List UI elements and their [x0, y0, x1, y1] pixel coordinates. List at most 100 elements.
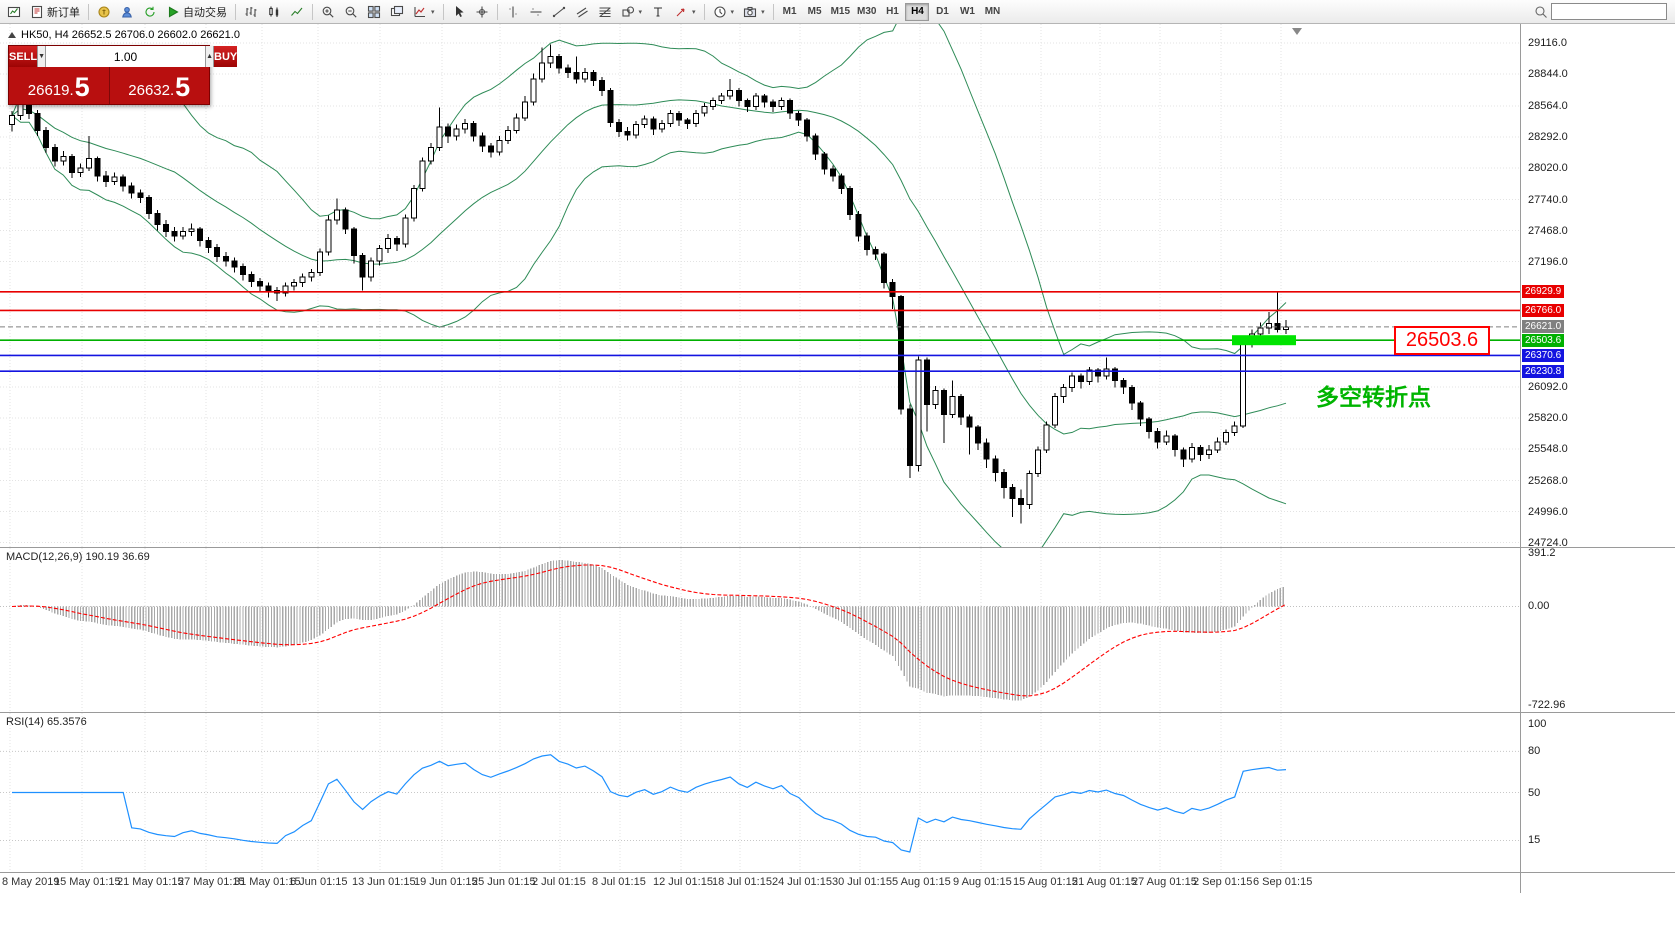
- price-lines-layer[interactable]: [0, 290, 1520, 373]
- price-axis-label: 27740.0: [1528, 194, 1568, 206]
- price-axis-label: 25268.0: [1528, 475, 1568, 487]
- one-click-trading-panel: SELL ▼ ▲ BUY 26619. 5 26632. 5: [8, 45, 238, 105]
- macd-panel-divider[interactable]: [0, 547, 1675, 548]
- timeframe-h4[interactable]: H4: [905, 2, 930, 21]
- indicators-icon[interactable]: ▾: [409, 2, 439, 22]
- sell-price-main: 26619.: [27, 82, 74, 99]
- price-axis-label: 27468.0: [1528, 225, 1568, 237]
- time-axis-label: 31 May 01:15: [234, 876, 301, 888]
- price-divider: [108, 67, 110, 104]
- rsi-line: [12, 754, 1287, 853]
- crosshair-glyph: [476, 6, 488, 17]
- macd-signal-line: [11, 564, 1287, 697]
- timeframe-m5[interactable]: M5: [803, 3, 827, 21]
- time-axis-divider: [0, 872, 1675, 873]
- price-axis-label: 25548.0: [1528, 443, 1568, 455]
- timeframe-m15[interactable]: M15: [828, 3, 853, 21]
- toolbar-separator: [88, 3, 89, 20]
- cursor-icon[interactable]: [448, 2, 470, 22]
- dropdown-caret-icon: ▾: [638, 8, 643, 16]
- price-line-label: 26503.6: [1522, 334, 1565, 347]
- time-axis-label: 15 Aug 01:15: [1013, 876, 1078, 888]
- price-line-label: 26929.9: [1522, 285, 1565, 298]
- charts-icon[interactable]: [3, 2, 25, 22]
- price-axis-divider: [1520, 24, 1521, 893]
- timeframe-w1[interactable]: W1: [955, 3, 979, 21]
- time-axis-label: 27 Aug 01:15: [1132, 876, 1197, 888]
- fibonacci-icon[interactable]: [594, 2, 616, 22]
- price-axis-label: 28020.0: [1528, 162, 1568, 174]
- hline-glyph: [530, 7, 542, 16]
- accounts-icon[interactable]: [116, 2, 138, 22]
- search-input[interactable]: [1551, 3, 1667, 20]
- templates-icon[interactable]: ▾: [739, 2, 769, 22]
- time-axis-label: 18 Jul 01:15: [712, 876, 772, 888]
- volume-increase-button[interactable]: ▲: [205, 46, 214, 67]
- horizontal-line-icon[interactable]: [525, 2, 547, 22]
- rsi-panel[interactable]: [0, 713, 1520, 872]
- sell-price-fraction: 5: [74, 72, 90, 102]
- indicators-glyph: [414, 6, 425, 17]
- volume-decrease-button[interactable]: ▼: [37, 46, 47, 67]
- price-axis[interactable]: 29116.0 28844.0 28564.0 28292.0 28020.0 27740…: [1521, 0, 1675, 947]
- macd-panel[interactable]: [0, 548, 1520, 712]
- deposit-icon[interactable]: [93, 2, 115, 22]
- arrow-tools-icon[interactable]: ▾: [670, 2, 700, 22]
- toolbar-separator: [312, 3, 313, 20]
- refresh-glyph: [145, 6, 155, 17]
- trend-glyph: [552, 6, 565, 17]
- highlight-rectangle[interactable]: [1232, 335, 1296, 346]
- dropdown-caret-icon: ▾: [730, 8, 735, 16]
- sell-button[interactable]: SELL: [9, 46, 38, 67]
- chart-shift-marker-icon[interactable]: [1292, 28, 1302, 35]
- price-chart[interactable]: [0, 24, 1520, 547]
- ohlc-toggle-icon[interactable]: [8, 32, 16, 38]
- toolbar: 新订单 自动交易 ▾ ▾ ▾ ▾ ▾ M1 M5 M15 M30 H1 H4 D1 W1 MN: [0, 0, 1675, 24]
- line-chart-icon[interactable]: [286, 2, 308, 22]
- periods-icon[interactable]: ▾: [709, 2, 739, 22]
- timeframe-m1[interactable]: M1: [778, 3, 802, 21]
- price-axis-label: 26092.0: [1528, 381, 1568, 393]
- timeframe-h1[interactable]: H1: [880, 3, 904, 21]
- refresh-icon[interactable]: [139, 2, 161, 22]
- auto-arrange-icon[interactable]: [386, 2, 408, 22]
- tile-windows-icon[interactable]: [363, 2, 385, 22]
- time-axis-label: 8 May 2019: [2, 876, 60, 888]
- turning-point-note[interactable]: 多空转折点: [1316, 384, 1431, 410]
- trendline-icon[interactable]: [548, 2, 570, 22]
- price-callout-label[interactable]: 26503.6: [1394, 326, 1490, 355]
- new-order-glyph: [31, 5, 43, 18]
- volume-input[interactable]: [46, 46, 206, 67]
- timeframe-d1[interactable]: D1: [930, 3, 954, 21]
- clock-glyph: [713, 5, 726, 18]
- timeframe-m30[interactable]: M30: [854, 3, 879, 21]
- time-axis-label: 2 Sep 01:15: [1193, 876, 1253, 888]
- buy-button[interactable]: BUY: [214, 46, 238, 67]
- zoom-out-icon[interactable]: [340, 2, 362, 22]
- bar-chart-icon[interactable]: [240, 2, 262, 22]
- macd-axis-min: -722.96: [1528, 699, 1566, 711]
- candles-layer: [9, 44, 1289, 524]
- buy-price[interactable]: 26632. 5: [110, 67, 210, 104]
- new-order-button[interactable]: 新订单: [26, 2, 84, 22]
- sell-price[interactable]: 26619. 5: [9, 67, 109, 104]
- toolbar-search: [1534, 3, 1667, 20]
- cursor-glyph: [455, 5, 464, 17]
- timeframe-mn[interactable]: MN: [980, 3, 1004, 21]
- rsi-panel-divider[interactable]: [0, 712, 1675, 713]
- autotrading-button[interactable]: 自动交易: [162, 2, 231, 22]
- zoom-in-icon[interactable]: [317, 2, 339, 22]
- text-icon[interactable]: [647, 2, 669, 22]
- time-axis[interactable]: 8 May 2019 15 May 01:15 21 May 01:15 27 May…: [0, 873, 1520, 893]
- rsi-axis-label: 15: [1528, 834, 1541, 846]
- autotrading-button-label: 自动交易: [183, 6, 227, 19]
- rsi-indicator-label: RSI(14) 65.3576: [6, 716, 87, 728]
- macd-axis-zero: 0.00: [1528, 600, 1550, 612]
- crosshair-icon[interactable]: [471, 2, 493, 22]
- text-glyph: [654, 6, 663, 17]
- shapes-icon[interactable]: ▾: [617, 2, 647, 22]
- equidistant-channel-icon[interactable]: [571, 2, 593, 22]
- candlestick-chart-icon[interactable]: [263, 2, 285, 22]
- vertical-line-icon[interactable]: [502, 2, 524, 22]
- time-axis-label: 6 Jun 01:15: [290, 876, 348, 888]
